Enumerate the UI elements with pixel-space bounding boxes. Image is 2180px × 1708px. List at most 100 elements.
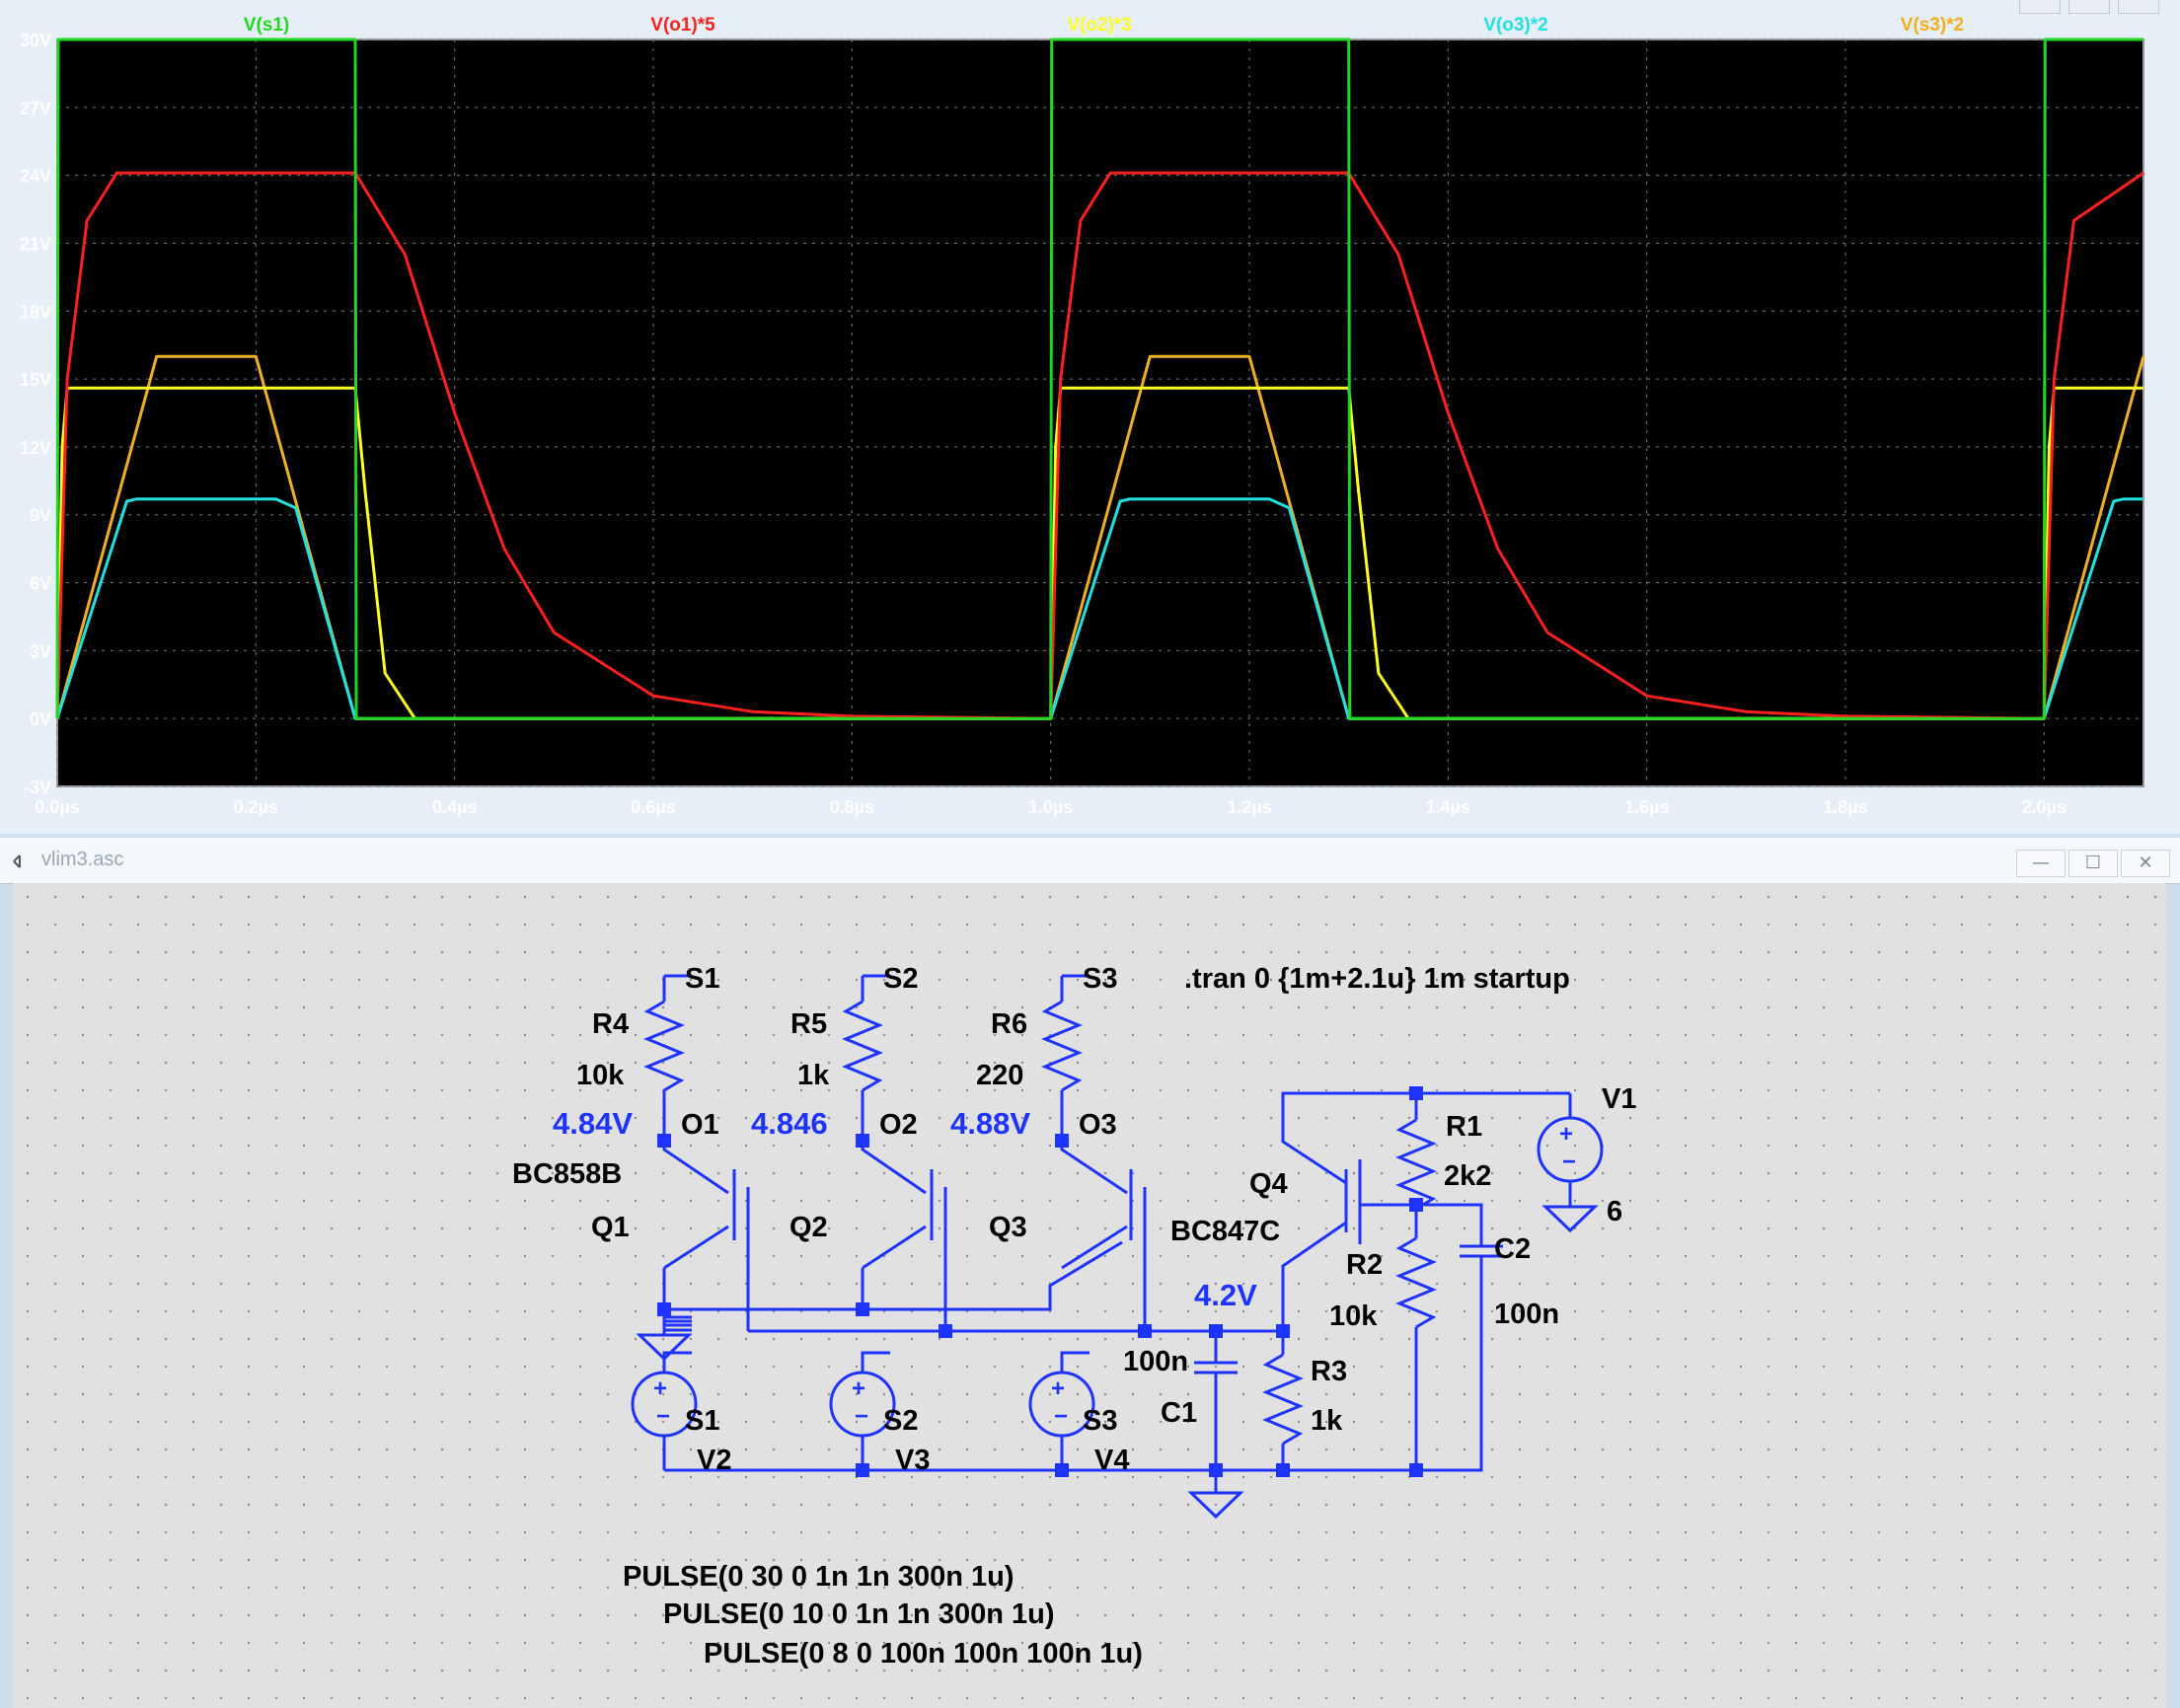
label-q2: Q2 xyxy=(789,1212,828,1243)
label-r3: R3 xyxy=(1311,1356,1347,1387)
label-v1-value: 6 xyxy=(1607,1196,1622,1227)
maximize-button[interactable]: ☐ xyxy=(2068,850,2118,877)
schematic-window-title: vlim3.asc xyxy=(41,849,124,870)
schematic-window: vlim3.asc — ☐ ✕ xyxy=(0,838,2180,1708)
trace-vs1 xyxy=(55,37,2143,720)
trace-label[interactable]: V(o3)*2 xyxy=(1483,15,1547,36)
plot-area[interactable] xyxy=(56,38,2144,787)
pulse-v2: PULSE(0 30 0 1n 1n 300n 1u) xyxy=(623,1561,1014,1593)
x-tick-label: 1.6µs xyxy=(1624,797,1669,817)
label-c1: C1 xyxy=(1161,1397,1197,1429)
svg-text:−: − xyxy=(855,1403,868,1430)
label-r2: R2 xyxy=(1346,1249,1383,1281)
x-tick-label: 2.0µs xyxy=(2022,797,2067,817)
label-s2-top: S2 xyxy=(883,963,918,995)
label-r4-value: 10k xyxy=(576,1060,625,1091)
label-c2-value: 100n xyxy=(1494,1299,1559,1330)
label-r6: R6 xyxy=(991,1008,1027,1040)
x-tick-label: 0.8µs xyxy=(830,797,874,817)
svg-text:−: − xyxy=(1054,1403,1068,1430)
label-q3: Q3 xyxy=(989,1212,1027,1243)
op-q4-emitter: 4.2V xyxy=(1194,1278,1257,1312)
y-tick-label: 21V xyxy=(20,234,51,254)
label-r3-value: 1k xyxy=(1311,1405,1343,1437)
junction-dots xyxy=(657,1086,1423,1477)
schematic-titlebar[interactable]: vlim3.asc — ☐ ✕ xyxy=(0,838,2180,884)
label-v3: V3 xyxy=(895,1445,930,1476)
svg-text:+: + xyxy=(1559,1121,1573,1148)
label-q1: Q1 xyxy=(591,1212,630,1243)
waveform-window[interactable]: 30V 27V 24V 21V 18V 15V 12V 9V 6V 3V 0V -3V 0.0µs 0.2… xyxy=(0,0,2180,834)
waveform-maximize-button[interactable] xyxy=(2068,0,2110,14)
label-r1: R1 xyxy=(1446,1111,1482,1143)
source-signs: +− +− +− +− xyxy=(653,1121,1576,1430)
label-r1-value: 2k2 xyxy=(1444,1160,1491,1192)
label-r5-value: 1k xyxy=(797,1060,830,1091)
label-r2-value: 10k xyxy=(1329,1300,1378,1332)
label-s1-bottom: S1 xyxy=(685,1405,719,1437)
svg-text:+: + xyxy=(1051,1375,1065,1402)
label-r6-value: 220 xyxy=(976,1060,1023,1091)
svg-text:+: + xyxy=(852,1375,865,1402)
y-tick-label: 12V xyxy=(20,438,51,458)
trace-vo32 xyxy=(55,497,2143,720)
sources xyxy=(631,974,1095,1470)
y-tick-label: 3V xyxy=(30,641,51,661)
label-q4: Q4 xyxy=(1249,1168,1288,1200)
label-q4-model: BC847C xyxy=(1170,1216,1280,1247)
operating-point-labels: 4.84V 4.846 4.88V 4.2V xyxy=(553,1106,1257,1312)
label-s2-bottom: S2 xyxy=(883,1405,918,1437)
op-o1: 4.84V xyxy=(553,1106,633,1141)
label-s3-bottom: S3 xyxy=(1083,1405,1117,1437)
directive-text[interactable]: .tran 0 {1m+2.1u} 1m startup xyxy=(1184,963,1570,995)
svg-text:−: − xyxy=(656,1403,670,1430)
waveform-close-button[interactable] xyxy=(2118,0,2159,14)
op-o2: 4.846 xyxy=(751,1106,828,1141)
label-r5: R5 xyxy=(790,1008,827,1040)
pulse-v4: PULSE(0 8 0 100n 100n 100n 1u) xyxy=(704,1638,1143,1670)
schematic-icon xyxy=(13,854,21,868)
label-c1-value: 100n xyxy=(1123,1346,1188,1377)
x-tick-label: 1.8µs xyxy=(1823,797,1867,817)
wires xyxy=(636,976,1604,1520)
label-v1: V1 xyxy=(1602,1083,1636,1115)
close-button[interactable]: ✕ xyxy=(2121,850,2170,877)
x-tick-label: 1.2µs xyxy=(1227,797,1271,817)
trace-label[interactable]: V(o2)*3 xyxy=(1067,15,1131,36)
trace-label[interactable]: V(s1) xyxy=(244,15,289,36)
trace-vo15 xyxy=(55,171,2144,720)
label-s3-top: S3 xyxy=(1083,963,1117,995)
trace-label[interactable]: V(s3)*2 xyxy=(1901,15,1964,36)
x-tick-label: 0.0µs xyxy=(35,797,79,817)
label-o3: O3 xyxy=(1079,1109,1117,1141)
y-tick-label: 18V xyxy=(20,302,51,322)
pulse-v3: PULSE(0 10 0 1n 1n 300n 1u) xyxy=(663,1598,1054,1630)
x-tick-label: 0.2µs xyxy=(234,797,278,817)
minimize-button[interactable]: — xyxy=(2016,850,2066,877)
y-tick-label: 30V xyxy=(20,31,51,50)
label-v4: V4 xyxy=(1094,1445,1129,1476)
label-v2: V2 xyxy=(697,1445,731,1476)
trace-label[interactable]: V(o1)*5 xyxy=(650,15,715,36)
op-o3: 4.88V xyxy=(950,1106,1030,1141)
label-o1: O1 xyxy=(681,1109,719,1141)
label-q1-model: BC858B xyxy=(512,1158,622,1190)
svg-text:−: − xyxy=(1562,1149,1576,1175)
schematic-canvas[interactable]: +− +− +− +− .tran 0 {1m+2.1u} 1m startup xyxy=(14,883,2165,1708)
x-tick-label: 1.4µs xyxy=(1426,797,1470,817)
label-s1-top: S1 xyxy=(685,963,719,995)
label-o2: O2 xyxy=(879,1109,918,1141)
svg-text:+: + xyxy=(653,1375,667,1402)
y-tick-label: 6V xyxy=(30,574,51,594)
waveform-plot[interactable]: 30V 27V 24V 21V 18V 15V 12V 9V 6V 3V 0V -3V0.0µs 0.2… xyxy=(0,0,2180,834)
y-tick-label: 15V xyxy=(20,370,51,390)
waveform-minimize-button[interactable] xyxy=(2019,0,2061,14)
x-tick-label: 0.6µs xyxy=(631,797,675,817)
label-r4: R4 xyxy=(592,1008,629,1040)
x-tick-label: 0.4µs xyxy=(432,797,477,817)
label-c2: C2 xyxy=(1494,1233,1531,1265)
y-tick-label: 27V xyxy=(20,99,51,118)
y-tick-label: 9V xyxy=(30,506,51,526)
y-tick-label: -3V xyxy=(24,778,51,797)
x-tick-label: 1.0µs xyxy=(1028,797,1073,817)
